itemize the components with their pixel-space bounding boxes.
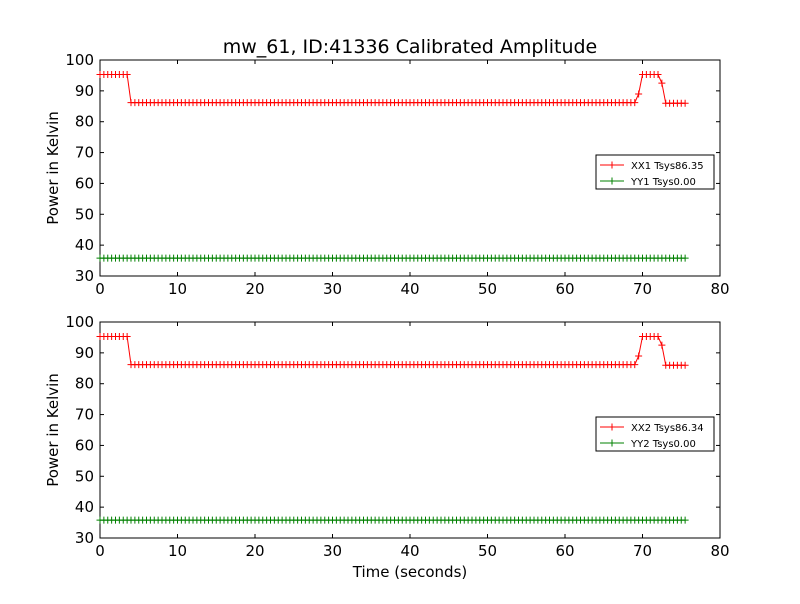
x-tick-label: 10 [168,280,187,298]
y-tick-label: 60 [75,174,94,192]
x-axis-label: Time (seconds) [352,563,468,581]
data-point [635,352,643,360]
x-tick-label: 20 [245,542,264,560]
x-tick-label: 50 [478,280,497,298]
legend-swatch-marker [608,439,616,447]
data-point [123,333,131,341]
data-point [681,254,689,262]
x-tick-label: 60 [555,280,574,298]
legend-label: XX1 Tsys86.35 [631,161,704,172]
x-tick-label: 0 [95,280,105,298]
x-tick-label: 60 [555,542,574,560]
data-point [631,99,639,107]
x-tick-label: 20 [245,280,264,298]
data-point [654,71,662,79]
data-point [681,361,689,369]
y-tick-label: 40 [75,498,94,516]
data-point [123,71,131,79]
legend-box [595,154,715,190]
x-tick-label: 70 [633,280,652,298]
data-point [654,333,662,341]
x-tick-label: 0 [95,542,105,560]
x-tick-label: 80 [710,542,729,560]
y-tick-label: 100 [65,51,94,69]
chart-panel-1: 0 10 20 30 40 50 60 70 80 30 40 50 60 70 80 90 100 Power … [44,51,730,298]
y-tick-label: 70 [75,406,94,424]
y-tick-label: 100 [65,313,94,331]
legend-box [595,416,715,452]
y-tick-label: 60 [75,436,94,454]
y-tick-label: 80 [75,113,94,131]
x-tick-label: 10 [168,542,187,560]
legend: XX2 Tsys86.34 YY2 Tsys0.00 [595,416,715,452]
legend-swatch-marker [608,423,616,431]
y-tick-label: 70 [75,144,94,162]
y-tick-label: 50 [75,467,94,485]
legend-label: YY2 Tsys0.00 [630,439,696,450]
x-tick-label: 50 [478,542,497,560]
x-tick-label: 30 [323,280,342,298]
y-tick-label: 90 [75,344,94,362]
chart-title: mw_61, ID:41336 Calibrated Amplitude [223,36,598,58]
x-tick-label: 30 [323,542,342,560]
x-tick-label: 80 [710,280,729,298]
y-axis-label: Power in Kelvin [44,111,62,225]
legend-swatch-marker [608,161,616,169]
y-tick-label: 30 [75,529,94,547]
data-point [631,361,639,369]
y-tick-label: 50 [75,205,94,223]
y-tick-label: 30 [75,267,94,285]
y-tick-label: 80 [75,375,94,393]
legend: XX1 Tsys86.35 YY1 Tsys0.00 [595,154,715,190]
y-tick-label: 40 [75,236,94,254]
x-tick-label: 40 [400,542,419,560]
legend-label: YY1 Tsys0.00 [630,177,696,188]
data-point [681,516,689,524]
legend-label: XX2 Tsys86.34 [631,423,704,434]
data-point [635,90,643,98]
chart-panel-2: 0 10 20 30 40 50 60 70 80 30 40 50 60 70 80 90 100 Power … [44,313,730,560]
data-point [658,79,666,87]
y-tick-label: 90 [75,82,94,100]
data-point [681,99,689,107]
data-point [658,341,666,349]
y-axis-label: Power in Kelvin [44,373,62,487]
legend-swatch-marker [608,177,616,185]
x-tick-label: 70 [633,542,652,560]
x-tick-label: 40 [400,280,419,298]
